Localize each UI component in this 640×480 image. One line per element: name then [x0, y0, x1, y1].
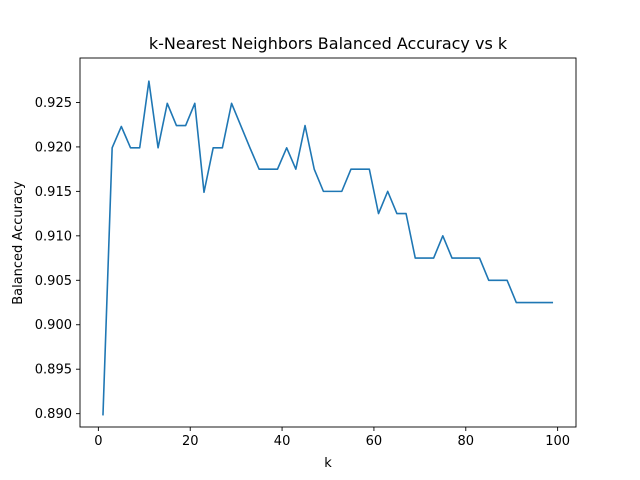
axes-frame — [79, 57, 577, 428]
y-tick-label: 0.925 — [35, 96, 72, 111]
y-tick-label: 0.910 — [35, 229, 72, 244]
y-tick-label: 0.895 — [35, 363, 72, 378]
x-tick-label: 20 — [182, 434, 199, 449]
y-tick-label: 0.915 — [35, 185, 72, 200]
x-tick-label: 40 — [274, 434, 291, 449]
x-axis-label: k — [324, 456, 332, 471]
chart-title: k-Nearest Neighbors Balanced Accuracy vs… — [149, 34, 508, 53]
plot-area: 0 20 40 60 80 100 0.890 0.895 0.900 0.905 0.910 0.9… — [35, 57, 577, 449]
y-tick-label: 0.920 — [35, 140, 72, 155]
y-tick-label: 0.905 — [35, 274, 72, 289]
x-tick-label: 100 — [545, 434, 570, 449]
x-tick-label: 0 — [94, 434, 102, 449]
series-line — [102, 80, 554, 416]
y-axis-label: Balanced Accuracy — [11, 181, 26, 305]
y-tick-label: 0.900 — [35, 318, 72, 333]
x-tick-label: 60 — [366, 434, 383, 449]
y-tick-label: 0.890 — [35, 407, 72, 422]
x-tick-label: 80 — [458, 434, 475, 449]
